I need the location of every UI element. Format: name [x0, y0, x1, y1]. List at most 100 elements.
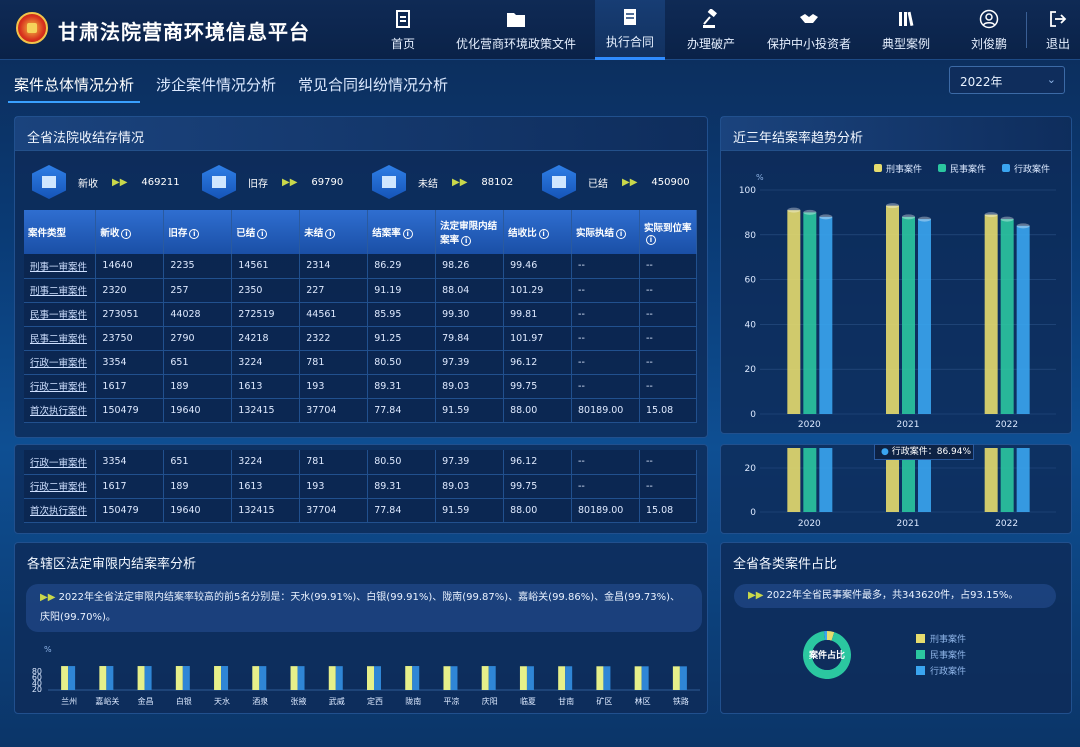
table-cell: 2320: [95, 278, 165, 303]
stat-value: 88102: [481, 176, 514, 188]
table-cell: 88.04: [435, 278, 505, 303]
panel-header-bar: [15, 117, 707, 151]
table-cell: 80.50: [367, 450, 437, 475]
table-cell: --: [639, 450, 698, 475]
x-tick-label: 白银: [176, 696, 192, 706]
table-cell: 101.29: [503, 278, 573, 303]
bar: [481, 666, 489, 690]
region-note-text: 2022年全省法定审限内结案率较高的前5名分别是：天水(99.91%)、白银(9…: [40, 592, 681, 623]
table-cell: 14561: [231, 254, 301, 279]
tab-enterprise-cases[interactable]: 涉企案件情况分析: [156, 76, 277, 94]
nav-bankruptcy[interactable]: 办理破产: [680, 0, 742, 60]
stat-closed: 已结 ▶▶ 450900: [542, 160, 690, 204]
bar: [984, 448, 998, 512]
bar-cap: [984, 212, 998, 218]
table-cell: 189: [163, 374, 233, 399]
nav-policy-files[interactable]: 优化营商环境政策文件: [454, 0, 578, 60]
panel-case-share: 全省各类案件占比: [720, 542, 1072, 714]
case-type-link[interactable]: 行政一审案件: [24, 450, 97, 475]
table-row: 首次执行案件 150479 19640 132415 37704 77.84 91.59 88…: [24, 498, 698, 523]
info-icon[interactable]: i: [257, 229, 268, 239]
nav-divider: [1026, 12, 1027, 48]
case-type-link[interactable]: 民事一审案件: [24, 302, 97, 327]
check-doc-icon: [542, 165, 576, 199]
year-select[interactable]: 2022年 ⌄: [949, 66, 1065, 94]
table-row: 行政二审案件 1617 189 1613 193 89.31 89.03 99.75 -- --: [24, 474, 698, 499]
bar: [641, 666, 649, 690]
table-cell: 24218: [231, 326, 301, 351]
info-icon[interactable]: i: [325, 229, 336, 239]
info-icon[interactable]: i: [645, 234, 656, 245]
table-cell: --: [639, 254, 698, 279]
table-cell: 96.12: [503, 450, 572, 475]
nav-user-profile[interactable]: 刘俊鹏: [964, 0, 1014, 60]
info-icon[interactable]: i: [538, 229, 549, 239]
table-row: 民事一审案件 273051 44028 272519 44561 85.95 99.30 99…: [24, 302, 698, 327]
bar: [412, 666, 420, 690]
table-cell: 91.59: [435, 398, 505, 423]
x-tick-label: 2022: [995, 519, 1018, 529]
table-cell: 80189.00: [571, 498, 640, 523]
bar: [886, 448, 899, 512]
tab-overall-cases[interactable]: 案件总体情况分析: [8, 74, 141, 103]
case-type-link[interactable]: 民事二审案件: [24, 326, 97, 351]
table-cell: 98.26: [435, 254, 505, 279]
double-arrow-icon: ▶▶: [282, 176, 298, 188]
table-cell: 86.29: [367, 254, 437, 279]
column-header: 案件类型: [24, 210, 97, 254]
double-arrow-icon: ▶▶: [40, 592, 59, 603]
table-cell: 44028: [163, 302, 233, 327]
case-type-link[interactable]: 行政二审案件: [24, 474, 97, 499]
court-emblem-logo: [16, 12, 48, 44]
case-type-link[interactable]: 刑事一审案件: [24, 254, 97, 279]
info-icon[interactable]: i: [461, 236, 472, 246]
table-cell: 77.84: [367, 498, 437, 523]
info-icon[interactable]: i: [402, 229, 413, 239]
table-cell: 2235: [163, 254, 233, 279]
nav-contract-enforcement[interactable]: 执行合同: [595, 0, 665, 60]
table-cell: 1613: [231, 374, 301, 399]
table-cell: 80189.00: [571, 398, 640, 423]
nav-home[interactable]: 首页: [382, 0, 424, 60]
double-arrow-icon: ▶▶: [748, 590, 767, 601]
bar: [61, 666, 69, 690]
info-icon[interactable]: i: [189, 229, 200, 239]
x-tick-label: 2022: [995, 420, 1018, 430]
tab-contract-disputes[interactable]: 常见合同纠纷情况分析: [298, 76, 449, 94]
x-tick-label: 2020: [798, 420, 821, 430]
bar: [450, 666, 458, 690]
case-type-link[interactable]: 首次执行案件: [24, 498, 97, 523]
table-cell: --: [571, 302, 640, 327]
table-cell: 97.39: [435, 450, 505, 475]
nav-logout[interactable]: 退出: [1040, 0, 1076, 60]
table-cell: 193: [299, 374, 369, 399]
bar: [137, 666, 145, 690]
table-cell: 99.30: [435, 302, 505, 327]
share-summary-note: ▶▶ 2022年全省民事案件最多，共343620件，占93.15%。: [734, 584, 1056, 608]
bar: [902, 448, 915, 512]
bar: [252, 666, 260, 690]
nav-label: 优化营商环境政策文件: [455, 36, 576, 51]
nav-protect-investors[interactable]: 保护中小投资者: [764, 0, 854, 60]
folder-icon: [507, 12, 525, 27]
table-cell: 132415: [231, 398, 301, 423]
nav-typical-cases[interactable]: 典型案例: [876, 0, 936, 60]
table-row: 行政二审案件 1617 189 1613 193 89.31 89.03 99.75 -- --: [24, 374, 698, 399]
column-header: 法定审限内结案率 i: [435, 210, 505, 254]
info-icon[interactable]: i: [121, 229, 132, 239]
table-cell: --: [639, 374, 698, 399]
bar: [106, 666, 114, 690]
legend-swatch: [938, 164, 946, 172]
case-type-link[interactable]: 刑事二审案件: [24, 278, 97, 303]
x-tick-label: 临夏: [520, 696, 536, 706]
table-row: 民事二审案件 23750 2790 24218 2322 91.25 79.84 101.97…: [24, 326, 698, 351]
x-tick-label: 2021: [897, 420, 920, 430]
case-type-link[interactable]: 行政二审案件: [24, 374, 97, 399]
case-type-link[interactable]: 行政一审案件: [24, 350, 97, 375]
info-icon[interactable]: i: [616, 229, 627, 239]
case-type-link[interactable]: 首次执行案件: [24, 398, 97, 423]
bar: [1016, 225, 1030, 414]
court-icon: [32, 165, 66, 199]
table-cell: 3354: [95, 450, 165, 475]
column-header-label: 实际执结: [576, 228, 615, 239]
